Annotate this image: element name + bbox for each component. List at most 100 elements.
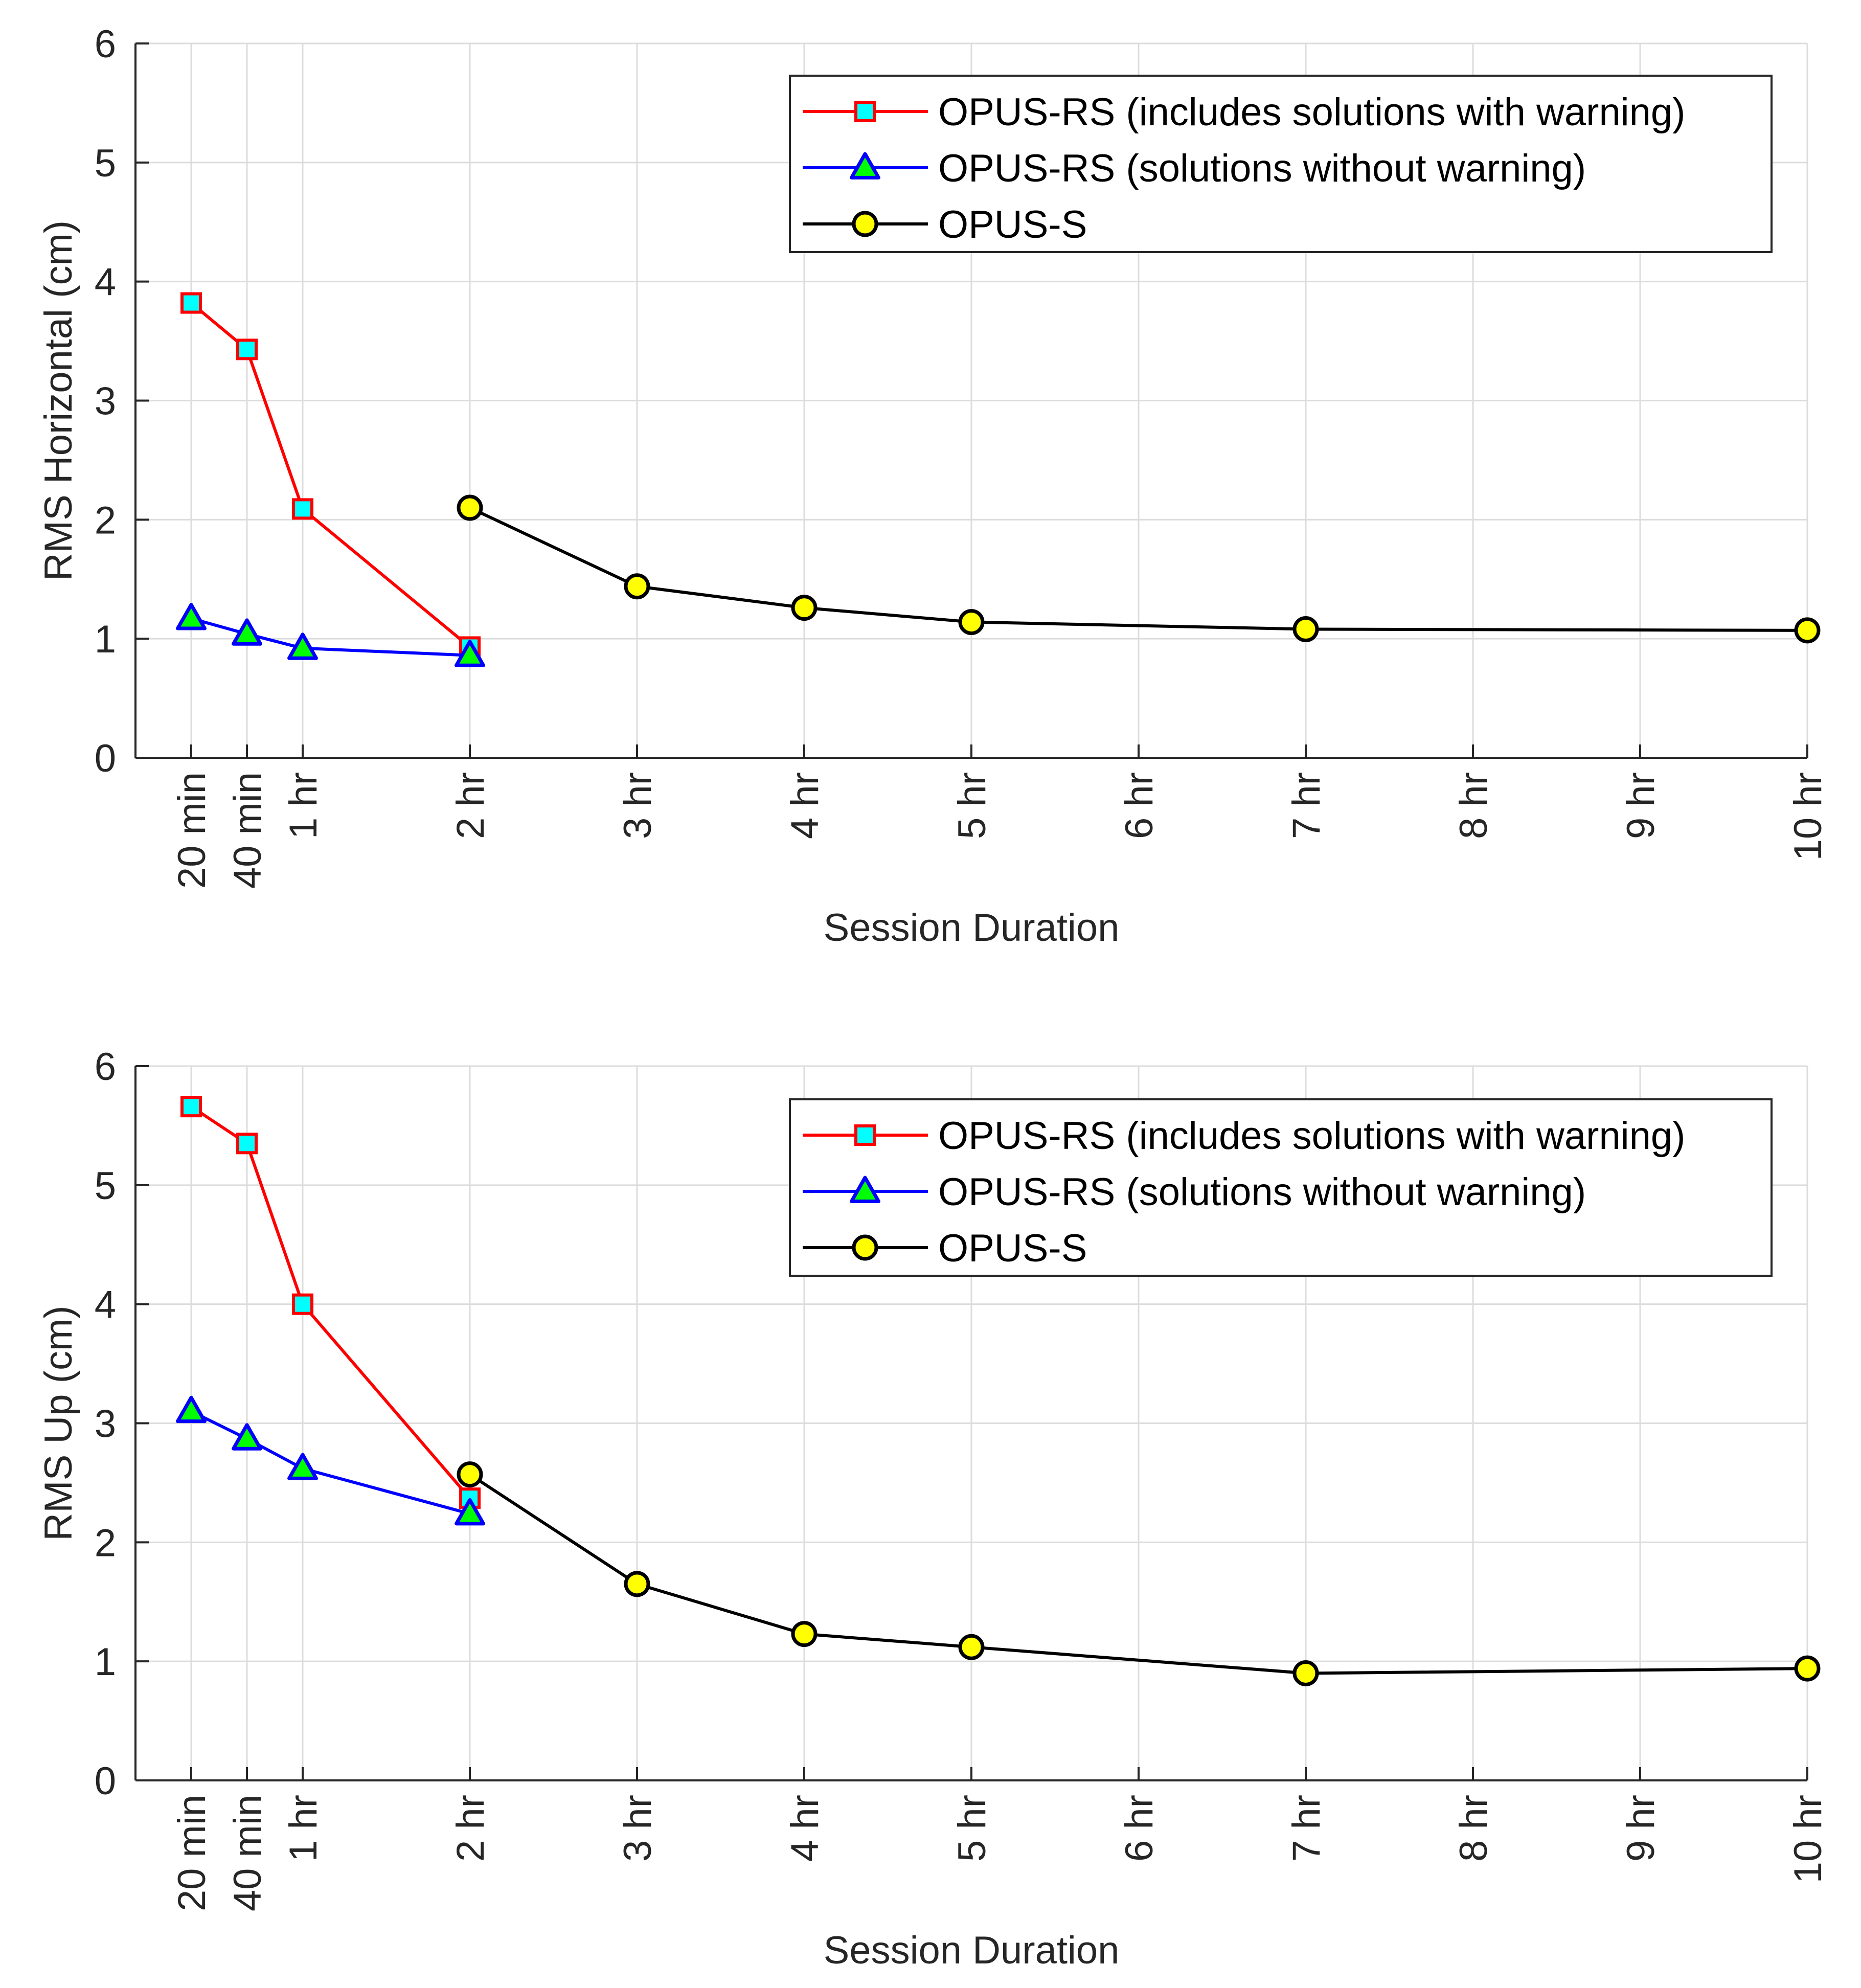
legend-marker-triangle — [850, 152, 880, 179]
legend-label: OPUS-RS (includes solutions with warning… — [938, 91, 1685, 134]
data-point — [1794, 1655, 1821, 1682]
y-tick-label: 2 — [95, 499, 116, 542]
legend-box — [789, 1098, 1773, 1277]
legend: OPUS-RS (includes solutions with warning… — [789, 1098, 1773, 1277]
series-line — [191, 617, 470, 657]
legend-label: OPUS-RS (includes solutions with warning… — [938, 1114, 1685, 1158]
y-tick-label: 3 — [95, 380, 116, 423]
chart-panel-2: 0 1 2 3 4 5 6 20 min 40 min 1 hr 2 hr 3 hr 4 hr 5 hr 6… — [37, 1045, 1830, 1972]
x-tick-label: 20 min — [170, 772, 214, 889]
x-tick-label: 9 hr — [1619, 772, 1663, 839]
data-point — [180, 292, 202, 314]
data-point — [292, 1293, 313, 1315]
data-point — [180, 1096, 202, 1118]
series-square — [180, 1096, 481, 1509]
x-tick-label: 2 hr — [449, 772, 492, 839]
x-tick-label: 2 hr — [449, 1795, 492, 1862]
data-point — [1794, 617, 1821, 644]
x-tick-label: 10 hr — [1786, 1795, 1830, 1883]
data-point — [624, 573, 650, 600]
series-line — [190, 1410, 470, 1516]
series-triangle — [176, 603, 485, 667]
x-tick-label: 40 min — [226, 1795, 269, 1911]
legend-label: OPUS-S — [938, 203, 1087, 246]
x-tick-label: 8 hr — [1452, 772, 1495, 839]
data-point — [236, 338, 258, 360]
y-tick-label: 0 — [95, 737, 116, 780]
data-point — [455, 1498, 485, 1526]
x-tick-label: 5 hr — [950, 772, 994, 839]
x-tick-label: 40 min — [226, 772, 269, 889]
series-line — [190, 302, 471, 648]
legend-marker-circle — [852, 211, 878, 237]
data-point — [457, 494, 483, 521]
x-tick-label: 9 hr — [1619, 1795, 1663, 1862]
legend-item: OPUS-S — [803, 1227, 1087, 1270]
legend-label: OPUS-RS (solutions without warning) — [938, 1170, 1586, 1214]
legend-item: OPUS-RS (includes solutions with warning… — [803, 91, 1685, 134]
x-tick-label: 5 hr — [950, 1795, 994, 1862]
data-point — [232, 1423, 262, 1451]
x-tick-label: 6 hr — [1118, 1795, 1161, 1862]
y-tick-label: 1 — [95, 1640, 116, 1684]
x-tick-label: 20 min — [170, 1795, 214, 1911]
legend-item: OPUS-S — [803, 203, 1087, 246]
data-point — [1292, 616, 1319, 643]
legend-box — [789, 75, 1773, 253]
y-axis-label: RMS Up (cm) — [37, 1305, 80, 1541]
data-point — [287, 632, 318, 660]
series-circle — [457, 1461, 1821, 1686]
data-point — [958, 609, 985, 636]
legend-label: OPUS-S — [938, 1227, 1087, 1270]
legend-marker-square — [854, 1124, 876, 1146]
data-point — [287, 1453, 318, 1480]
series-square — [180, 292, 481, 658]
data-point — [292, 498, 313, 520]
data-point — [176, 603, 207, 630]
x-tick-label: 6 hr — [1118, 772, 1161, 839]
data-point — [624, 1571, 650, 1597]
x-tick-label: 7 hr — [1285, 1795, 1328, 1862]
x-tick-label: 4 hr — [783, 1795, 827, 1862]
legend-item: OPUS-RS (solutions without warning) — [803, 147, 1586, 190]
legend-marker-circle — [852, 1234, 878, 1261]
series-triangle — [176, 1395, 485, 1526]
x-axis-label: Session Duration — [824, 906, 1120, 950]
data-point — [791, 1621, 818, 1647]
legend-label: OPUS-RS (solutions without warning) — [938, 147, 1586, 190]
data-point — [958, 1634, 985, 1660]
y-tick-label: 0 — [95, 1759, 116, 1803]
y-tick-label: 2 — [95, 1521, 116, 1565]
x-axis-label: Session Duration — [824, 1929, 1120, 1972]
legend: OPUS-RS (includes solutions with warning… — [789, 75, 1773, 253]
y-tick-label: 5 — [95, 1164, 116, 1208]
legend-item: OPUS-RS (includes solutions with warning… — [803, 1114, 1685, 1158]
y-tick-label: 1 — [95, 618, 116, 661]
data-point — [455, 640, 485, 667]
data-point — [176, 1395, 207, 1424]
legend-item: OPUS-RS (solutions without warning) — [803, 1170, 1586, 1214]
x-tick-label: 1 hr — [282, 772, 325, 839]
series-line — [190, 1105, 471, 1500]
legend-marker-square — [854, 101, 876, 122]
y-tick-label: 4 — [95, 261, 116, 304]
x-tick-label: 8 hr — [1452, 1795, 1495, 1862]
chart-panel-1: 0 1 2 3 4 5 6 20 min 40 min 1 hr 2 hr 3 hr 4 hr 5 hr 6… — [37, 22, 1830, 950]
legend-marker-triangle — [850, 1176, 880, 1203]
y-tick-label: 6 — [95, 22, 116, 66]
y-tick-label: 3 — [95, 1403, 116, 1446]
y-tick-label: 6 — [95, 1045, 116, 1089]
series-line — [469, 506, 1808, 632]
series-line — [469, 1473, 1808, 1675]
y-axis-label: RMS Horizontal (cm) — [37, 220, 80, 581]
data-point — [1292, 1660, 1319, 1686]
x-tick-label: 3 hr — [616, 1795, 660, 1862]
series-circle — [457, 494, 1821, 644]
x-tick-label: 4 hr — [783, 772, 827, 839]
data-point — [791, 595, 818, 621]
y-tick-label: 5 — [95, 142, 116, 185]
x-tick-label: 10 hr — [1786, 772, 1830, 861]
y-tick-label: 4 — [95, 1283, 116, 1327]
x-tick-label: 7 hr — [1285, 772, 1328, 839]
